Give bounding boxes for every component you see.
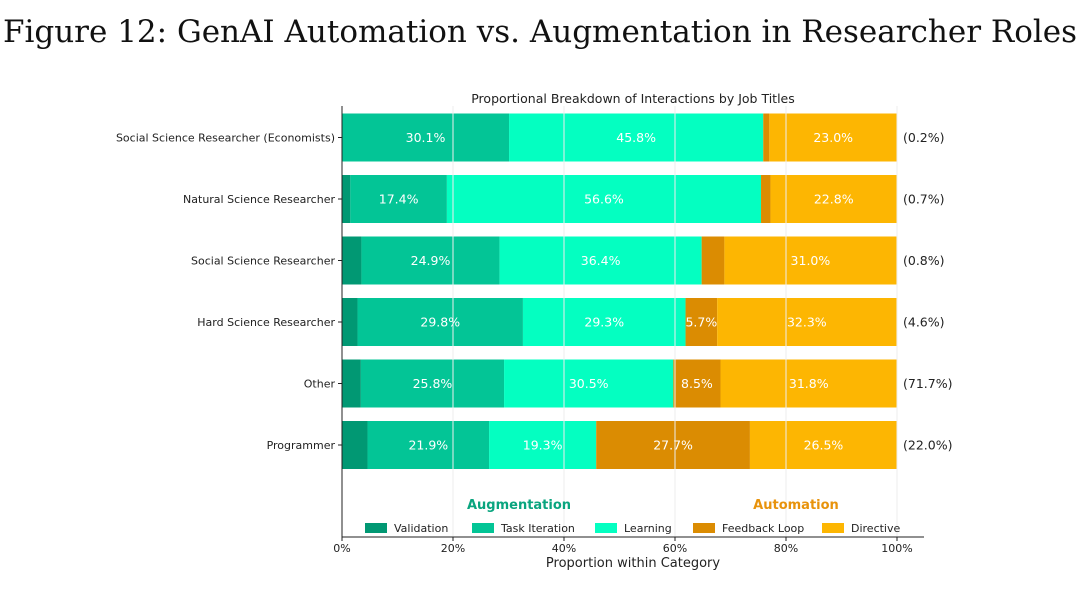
y-tick-label: Hard Science Researcher	[197, 316, 335, 329]
legend-swatch-task-iteration	[472, 523, 494, 533]
category-share-label: (22.0%)	[903, 438, 952, 453]
legend-label: Directive	[851, 522, 901, 535]
x-tick-label: 40%	[552, 542, 576, 555]
category-share-label: (4.6%)	[903, 315, 945, 330]
bar-segment-directive	[717, 298, 897, 346]
bar-segment-task-iteration	[360, 359, 505, 408]
legend-swatch-validation	[365, 523, 387, 533]
bar-segment-task-iteration	[367, 421, 490, 469]
bar-value-label: 8.5%	[681, 376, 713, 391]
bar-segment-feedback-loop	[701, 236, 725, 285]
legend-label: Validation	[394, 522, 448, 535]
bar-segment-directive	[720, 359, 897, 408]
bar-value-label: 26.5%	[804, 438, 844, 453]
bar-value-label: 21.9%	[408, 438, 448, 453]
legend-swatch-feedback-loop	[693, 523, 715, 533]
bar-segment-validation	[342, 421, 368, 469]
legend-label: Feedback Loop	[722, 522, 804, 535]
bar-value-label: 17.4%	[379, 192, 419, 207]
x-tick-label: 80%	[774, 542, 798, 555]
bar-segment-task-iteration	[361, 236, 500, 285]
bar-value-label: 56.6%	[584, 192, 624, 207]
bar-value-label: 32.3%	[787, 315, 827, 330]
bar-segment-task-iteration	[357, 298, 523, 346]
bar-value-label: 31.0%	[791, 253, 831, 268]
figure-title: Figure 12: GenAI Automation vs. Augmenta…	[2, 14, 1078, 50]
bar-segment-validation	[342, 298, 358, 346]
category-share-label: (71.7%)	[903, 376, 952, 391]
legend-swatch-directive	[822, 523, 844, 533]
bar-segment-feedback-loop	[761, 175, 771, 223]
chart-title: Proportional Breakdown of Interactions b…	[471, 91, 795, 106]
bar-segment-learning	[499, 236, 702, 285]
bar-value-label: 22.8%	[814, 192, 854, 207]
axes-layer: 0% 20% 40% 60% 80% 100%	[333, 106, 924, 555]
bar-segment-learning	[522, 298, 686, 346]
bar-segment-directive	[770, 175, 897, 223]
legend-swatch-learning	[595, 523, 617, 533]
category-share-label: (0.2%)	[903, 130, 945, 145]
bar-segment-task-iteration	[342, 113, 510, 162]
x-tick-label: 0%	[333, 542, 350, 555]
y-tick-label: Social Science Researcher (Economists)	[116, 132, 335, 145]
legend: Augmentation Automation Validation Task Ite…	[365, 498, 901, 535]
bar-segment-validation	[342, 359, 361, 408]
bar-value-label: 30.5%	[569, 376, 609, 391]
x-tick-label: 100%	[881, 542, 912, 555]
bars-layer	[342, 113, 897, 469]
y-tick-label: Natural Science Researcher	[183, 193, 335, 206]
y-tick-label: Other	[304, 378, 336, 391]
bar-segment-directive	[749, 421, 897, 469]
bar-value-label: 27.7%	[653, 438, 693, 453]
bar-segment-learning	[489, 421, 597, 469]
bar-value-label: 19.3%	[523, 438, 563, 453]
x-tick-label: 60%	[663, 542, 687, 555]
bar-segment-directive	[724, 236, 897, 285]
bar-value-label: 29.3%	[584, 315, 624, 330]
x-axis-label: Proportion within Category	[546, 556, 720, 571]
bar-segment-feedback-loop	[685, 298, 718, 346]
y-tick-label: Social Science Researcher	[191, 255, 335, 268]
bar-segment-learning	[509, 113, 764, 162]
category-share-label: (0.8%)	[903, 253, 945, 268]
bar-value-label: 25.8%	[413, 376, 453, 391]
bar-segment-feedback-loop	[763, 113, 770, 162]
bar-value-label: 5.7%	[685, 315, 717, 330]
labels-layer: 30.1% 45.8% 23.0% Social Science Researcher…	[116, 130, 953, 453]
category-share-label: (0.7%)	[903, 192, 945, 207]
bar-value-label: 29.8%	[420, 315, 460, 330]
bar-segment-task-iteration	[350, 175, 447, 223]
bar-segment-feedback-loop	[673, 359, 721, 408]
bar-segment-learning	[446, 175, 762, 223]
x-tick-label: 20%	[441, 542, 465, 555]
legend-group-title: Automation	[753, 498, 839, 513]
bar-value-label: 45.8%	[616, 130, 656, 145]
bar-value-label: 24.9%	[411, 253, 451, 268]
bar-segment-validation	[342, 236, 362, 285]
bar-value-label: 31.8%	[789, 376, 829, 391]
bar-segment-directive	[769, 113, 897, 162]
bar-value-label: 36.4%	[581, 253, 621, 268]
bar-value-label: 23.0%	[813, 130, 853, 145]
legend-label: Learning	[624, 522, 672, 535]
y-tick-label: Programmer	[267, 439, 336, 452]
bar-segment-feedback-loop	[596, 421, 750, 469]
bar-value-label: 30.1%	[406, 130, 446, 145]
bar-segment-learning	[504, 359, 674, 408]
bar-segment-validation	[342, 175, 351, 223]
legend-group-title: Augmentation	[467, 498, 571, 513]
legend-label: Task Iteration	[500, 522, 575, 535]
